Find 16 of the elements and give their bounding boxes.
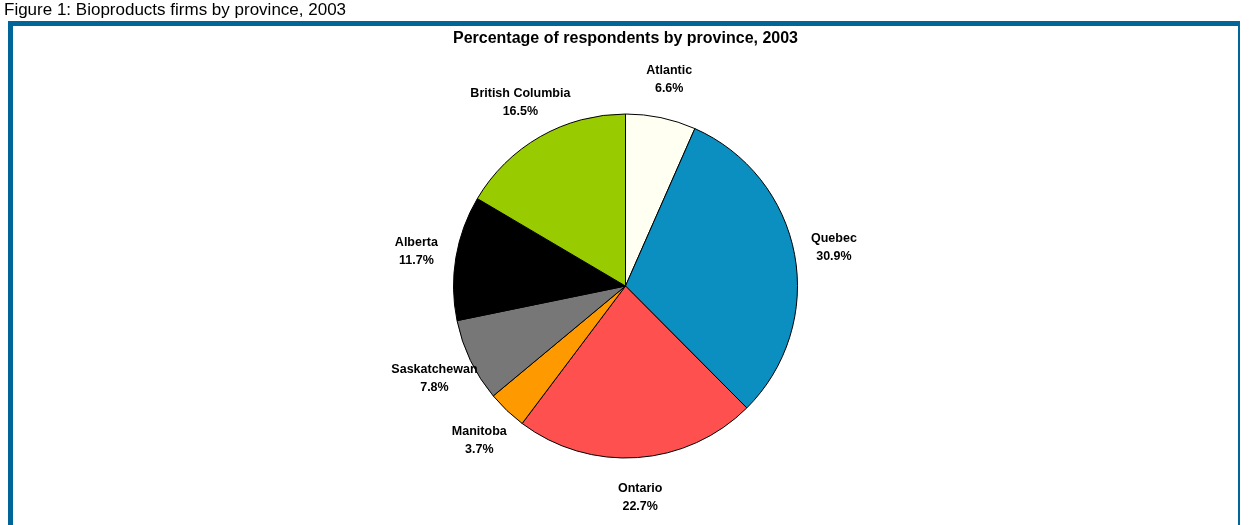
slice-label: Saskatchewan bbox=[391, 361, 478, 376]
data-label: 30.9% bbox=[816, 249, 852, 264]
caption: Figure 1: Bioproducts firms by province, 2003 bbox=[4, 0, 347, 20]
slice-label: Alberta bbox=[394, 235, 439, 250]
data-label: 3.7% bbox=[465, 441, 494, 456]
slice-label: Manitoba bbox=[451, 423, 508, 438]
slice-label: British Columbia bbox=[470, 85, 572, 100]
slice-label: Atlantic bbox=[646, 62, 693, 77]
slice-label: Quebec bbox=[810, 231, 857, 246]
data-label: 22.7% bbox=[622, 499, 658, 514]
data-label: 7.8% bbox=[420, 379, 449, 394]
data-label: 16.5% bbox=[502, 103, 539, 118]
slice-label: Ontario bbox=[617, 481, 663, 496]
chart-title: Percentage of respondents by province, 2003 bbox=[452, 28, 799, 46]
data-label: 11.7% bbox=[399, 253, 434, 268]
data-label: 6.6% bbox=[654, 80, 684, 95]
